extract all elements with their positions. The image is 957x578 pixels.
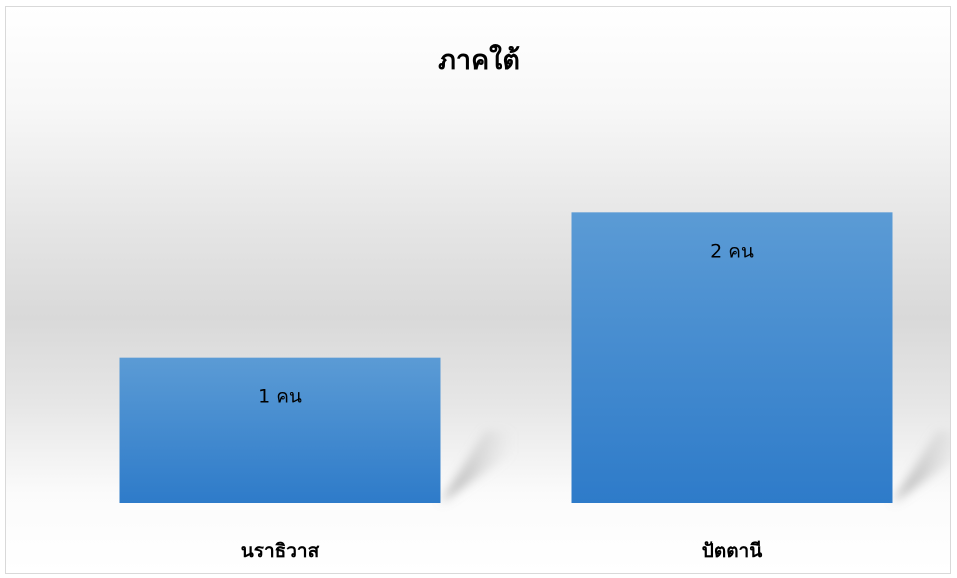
bar-shadow — [440, 431, 513, 503]
category-label: ปัตตานี — [702, 540, 762, 562]
bars — [119, 212, 893, 504]
bar-shadow — [892, 431, 950, 503]
bar-chart: ภาคใต้ 1 คน 2 คน นราธิวาส ปัตตานี — [119, 44, 950, 562]
bar — [571, 212, 893, 504]
bar — [119, 357, 441, 503]
data-label: 2 คน — [710, 240, 754, 262]
chart-area: ภาคใต้ 1 คน 2 คน นราธิวาส ปัตตานี — [5, 6, 951, 574]
chart-title: ภาคใต้ — [438, 44, 520, 76]
bar-shadows — [440, 431, 950, 503]
category-labels: นราธิวาส ปัตตานี — [241, 540, 762, 562]
data-label: 1 คน — [258, 386, 302, 408]
data-labels: 1 คน 2 คน — [258, 240, 754, 407]
category-label: นราธิวาส — [241, 540, 320, 562]
